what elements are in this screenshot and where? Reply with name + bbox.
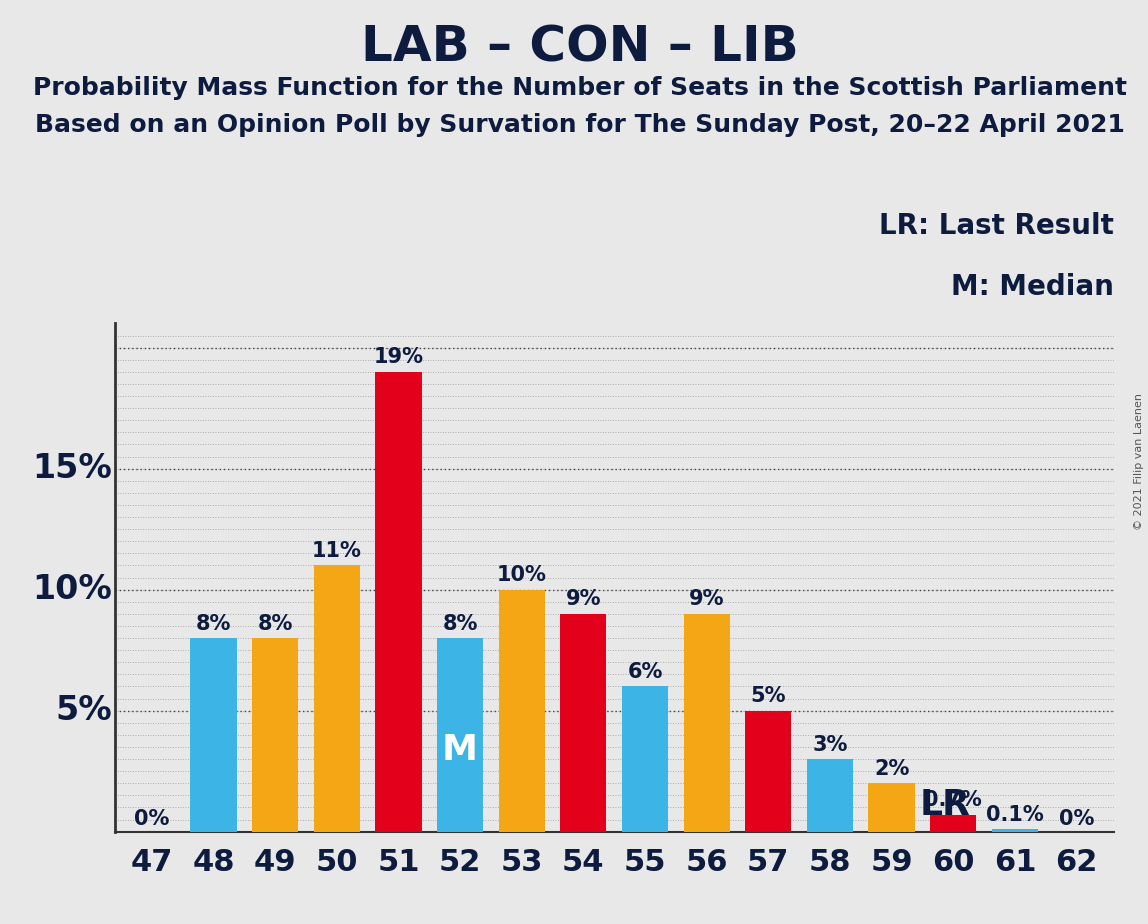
Bar [930, 815, 977, 832]
Bar [992, 829, 1038, 832]
Text: 8%: 8% [442, 614, 478, 634]
Text: 15%: 15% [32, 452, 111, 485]
Text: LAB – CON – LIB: LAB – CON – LIB [360, 23, 799, 71]
Text: 0%: 0% [134, 808, 170, 829]
Bar [498, 590, 545, 832]
Bar [560, 614, 606, 832]
Text: 8%: 8% [257, 614, 293, 634]
Bar [191, 638, 236, 832]
Bar [313, 565, 359, 832]
Bar [745, 711, 791, 832]
Text: © 2021 Filip van Laenen: © 2021 Filip van Laenen [1134, 394, 1143, 530]
Text: 10%: 10% [32, 573, 111, 606]
Bar [869, 784, 915, 832]
Text: Probability Mass Function for the Number of Seats in the Scottish Parliament: Probability Mass Function for the Number… [33, 76, 1126, 100]
Bar [622, 687, 668, 832]
Text: 6%: 6% [627, 662, 662, 682]
Text: 5%: 5% [55, 694, 111, 727]
Bar [683, 614, 730, 832]
Text: 10%: 10% [497, 565, 546, 585]
Bar [807, 759, 853, 832]
Text: 0%: 0% [1058, 808, 1094, 829]
Text: 3%: 3% [813, 735, 847, 755]
Text: 0.1%: 0.1% [986, 805, 1044, 825]
Text: 8%: 8% [196, 614, 231, 634]
Bar [437, 638, 483, 832]
Text: M: M [442, 734, 478, 767]
Text: 5%: 5% [751, 687, 786, 706]
Bar [251, 638, 298, 832]
Text: M: Median: M: Median [951, 273, 1114, 300]
Text: LR: Last Result: LR: Last Result [878, 212, 1114, 239]
Text: LR: LR [920, 788, 970, 822]
Text: 9%: 9% [689, 590, 724, 610]
Bar [375, 371, 421, 832]
Text: 11%: 11% [312, 541, 362, 561]
Text: Based on an Opinion Poll by Survation for The Sunday Post, 20–22 April 2021: Based on an Opinion Poll by Survation fo… [34, 113, 1125, 137]
Text: 2%: 2% [874, 759, 909, 779]
Text: 0.7%: 0.7% [924, 790, 983, 810]
Text: 19%: 19% [373, 347, 424, 368]
Text: 9%: 9% [566, 590, 602, 610]
